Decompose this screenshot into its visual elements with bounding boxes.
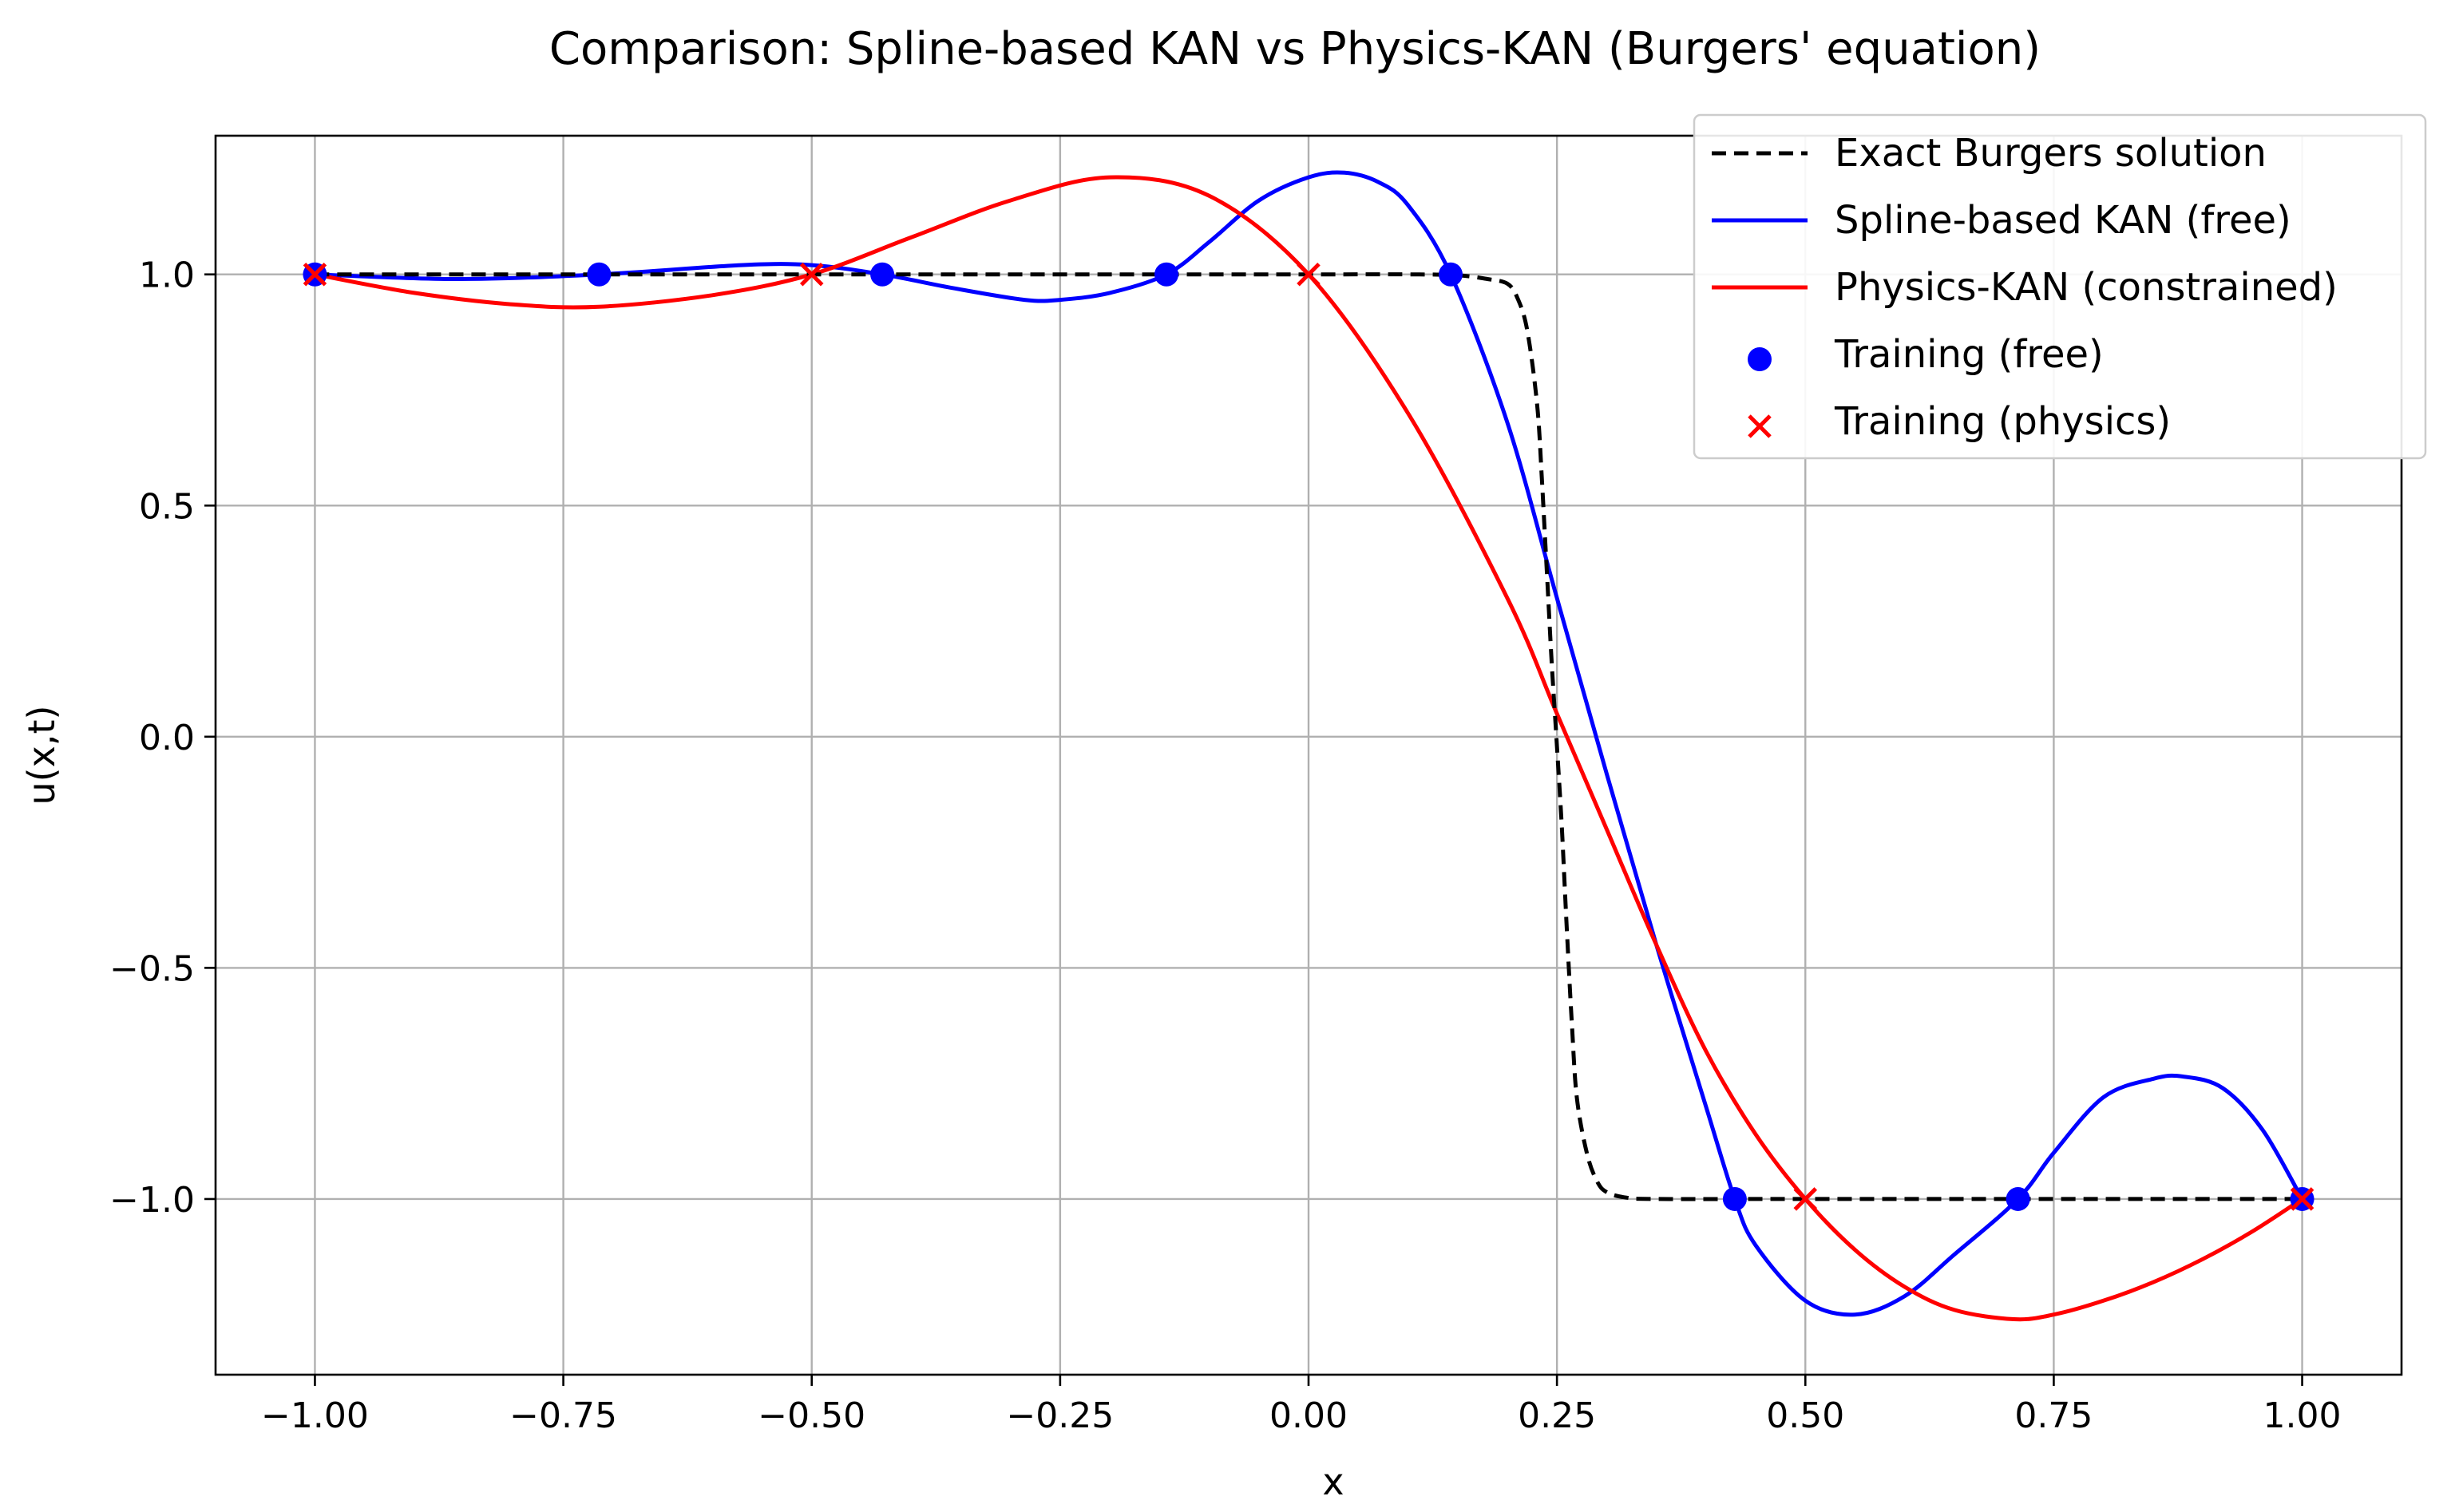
legend-label: Training (free)	[1834, 332, 2104, 377]
y-tick-label: 0.5	[139, 486, 195, 527]
x-tick-label: 0.00	[1269, 1395, 1348, 1436]
training-free-point	[2006, 1187, 2030, 1211]
x-tick-label: −0.75	[509, 1395, 617, 1436]
legend: Exact Burgers solution Spline-based KAN (…	[1694, 115, 2425, 458]
x-axis-label: x	[1322, 1460, 1344, 1503]
x-tick-label: 0.75	[2014, 1395, 2093, 1436]
chart-title: Comparison: Spline-based KAN vs Physics-…	[549, 23, 2041, 75]
training-free-point	[587, 263, 611, 287]
training-free-point	[870, 263, 894, 287]
training-free-point	[1439, 263, 1463, 287]
y-tick-label: −1.0	[109, 1180, 195, 1221]
legend-label: Exact Burgers solution	[1835, 131, 2267, 176]
y-tick-label: 0.0	[139, 718, 195, 758]
x-tick-label: −1.00	[261, 1395, 369, 1436]
y-tick-label: 1.0	[139, 255, 195, 296]
legend-label: Physics-KAN (constrained)	[1835, 265, 2338, 310]
x-tick-label: −0.25	[1006, 1395, 1114, 1436]
x-tick-label: −0.50	[758, 1395, 865, 1436]
legend-label: Training (physics)	[1834, 399, 2171, 444]
x-tick-label: 0.50	[1766, 1395, 1844, 1436]
x-tick-label: 1.00	[2263, 1395, 2342, 1436]
y-axis-label: u(x,t)	[20, 706, 63, 805]
training-free-point	[1723, 1187, 1747, 1211]
chart: Comparison: Spline-based KAN vs Physics-…	[0, 0, 2463, 1512]
x-tick-label: 0.25	[1518, 1395, 1596, 1436]
legend-swatch	[1748, 347, 1772, 371]
legend-label: Spline-based KAN (free)	[1835, 198, 2291, 243]
y-tick-label: −0.5	[109, 948, 195, 989]
training-free-point	[1154, 263, 1178, 287]
